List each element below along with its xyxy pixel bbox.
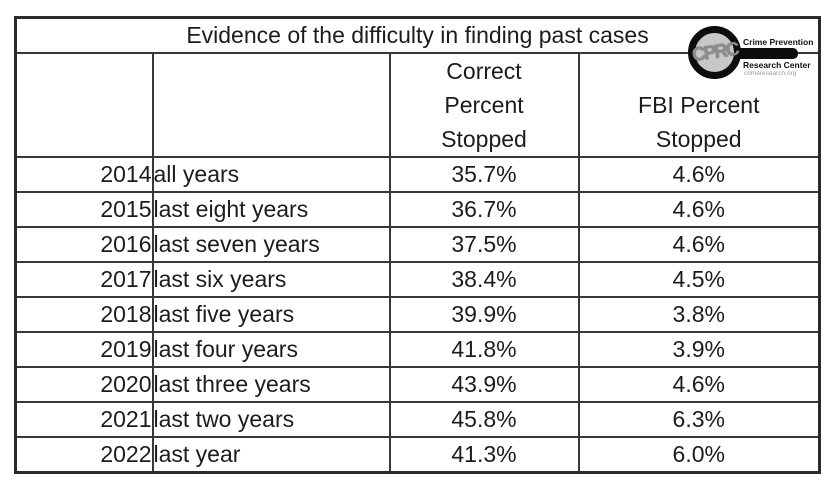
header-cell-period-empty	[151, 52, 391, 158]
year-cell: 2022	[14, 436, 154, 474]
header-cell-year-empty	[14, 52, 154, 158]
magnifier-icon: CPRC	[688, 26, 741, 79]
year-cell: 2018	[14, 296, 154, 333]
fbi-percent-cell: 3.9%	[577, 331, 821, 368]
fbi-percent-cell: 4.6%	[577, 226, 821, 263]
header-cell-correct-percent: Correct Percent Stopped	[388, 52, 580, 158]
period-cell: last year	[151, 436, 391, 474]
header-cell-fbi-percent: FBI Percent Stopped	[577, 52, 821, 158]
fbi-percent-cell: 4.6%	[577, 156, 821, 193]
year-cell: 2021	[14, 401, 154, 438]
period-cell: last two years	[151, 401, 391, 438]
correct-percent-cell: 39.9%	[388, 296, 580, 333]
fbi-percent-cell: 6.0%	[577, 436, 821, 474]
logo-website: crimeresearch.org	[744, 70, 797, 77]
correct-percent-cell: 41.3%	[388, 436, 580, 474]
header-line: FBI Percent	[638, 92, 760, 118]
correct-percent-cell: 35.7%	[388, 156, 580, 193]
header-line: Stopped	[655, 126, 742, 152]
table-row-2022: 2022 last year 41.3% 6.0%	[14, 436, 821, 474]
table-row-2018: 2018 last five years 39.9% 3.8%	[14, 296, 821, 333]
year-cell: 2017	[14, 261, 154, 298]
period-cell: last five years	[151, 296, 391, 333]
header-row: Correct Percent Stopped FBI Percent Stop…	[14, 52, 821, 158]
year-cell: 2020	[14, 366, 154, 403]
period-cell: all years	[151, 156, 391, 193]
year-cell: 2015	[14, 191, 154, 228]
table-row-2015: 2015 last eight years 36.7% 4.6%	[14, 191, 821, 228]
header-line: Stopped	[441, 126, 527, 152]
period-cell: last three years	[151, 366, 391, 403]
correct-percent-cell: 45.8%	[388, 401, 580, 438]
period-cell: last six years	[151, 261, 391, 298]
fbi-percent-cell: 4.6%	[577, 366, 821, 403]
logo-org-line2: Research Center	[743, 60, 811, 70]
period-cell: last eight years	[151, 191, 391, 228]
year-cell: 2014	[14, 156, 154, 193]
year-cell: 2019	[14, 331, 154, 368]
table-row-2014: 2014 all years 35.7% 4.6%	[14, 156, 821, 193]
fbi-percent-cell: 4.6%	[577, 191, 821, 228]
fbi-percent-cell: 6.3%	[577, 401, 821, 438]
table-row-2016: 2016 last seven years 37.5% 4.6%	[14, 226, 821, 263]
title-row: Evidence of the difficulty in finding pa…	[14, 16, 821, 54]
period-cell: last four years	[151, 331, 391, 368]
correct-percent-cell: 43.9%	[388, 366, 580, 403]
table-title: Evidence of the difficulty in finding pa…	[14, 16, 821, 54]
cprc-logo: CPRC Crime Prevention Research Center cr…	[688, 24, 813, 82]
correct-percent-cell: 36.7%	[388, 191, 580, 228]
correct-percent-cell: 37.5%	[388, 226, 580, 263]
header-line: Correct	[446, 58, 522, 84]
difficulty-table: Evidence of the difficulty in finding pa…	[14, 16, 822, 474]
correct-percent-cell: 38.4%	[388, 261, 580, 298]
fbi-percent-cell: 4.5%	[577, 261, 821, 298]
cprc-acronym: CPRC	[690, 38, 739, 66]
table-row-2019: 2019 last four years 41.8% 3.9%	[14, 331, 821, 368]
logo-org-line1: Crime Prevention	[743, 37, 814, 47]
table-row-2017: 2017 last six years 38.4% 4.5%	[14, 261, 821, 298]
table-row-2021: 2021 last two years 45.8% 6.3%	[14, 401, 821, 438]
table-row-2020: 2020 last three years 43.9% 4.6%	[14, 366, 821, 403]
magnifier-handle	[735, 48, 798, 59]
header-line: Percent	[444, 92, 524, 118]
year-cell: 2016	[14, 226, 154, 263]
fbi-percent-cell: 3.8%	[577, 296, 821, 333]
correct-percent-cell: 41.8%	[388, 331, 580, 368]
period-cell: last seven years	[151, 226, 391, 263]
